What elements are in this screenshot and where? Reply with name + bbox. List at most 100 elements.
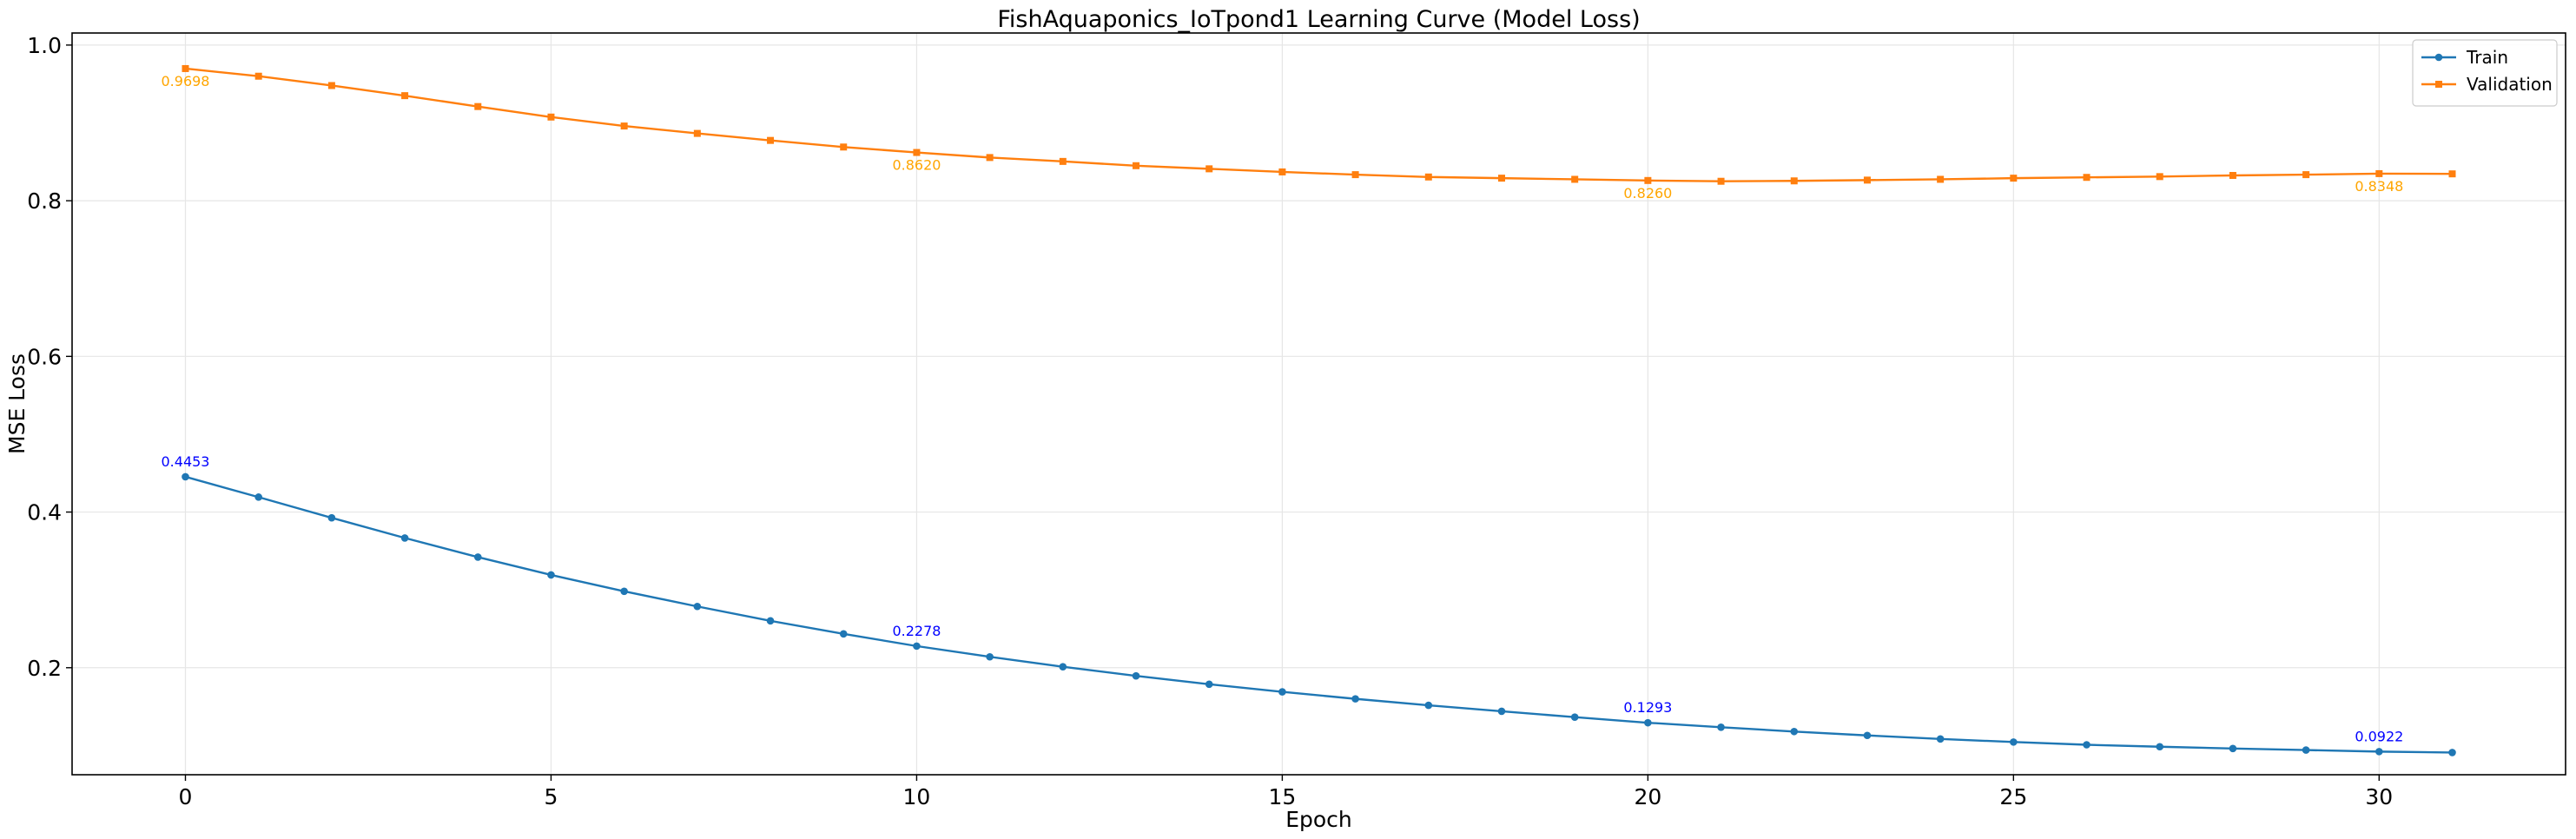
y-axis-label: MSE Loss (4, 353, 30, 454)
data-label: 0.2278 (892, 623, 941, 639)
validation-data-point (2156, 173, 2163, 181)
train-data-point (766, 617, 775, 625)
validation-data-point (2083, 174, 2091, 182)
x-tick-label: 0 (179, 784, 193, 809)
validation-data-point (767, 136, 775, 144)
validation-data-point (1205, 165, 1213, 173)
validation-data-point (1937, 175, 1945, 183)
x-axis-label: Epoch (1285, 807, 1352, 832)
x-tick-label: 5 (545, 784, 558, 809)
validation-data-point (986, 154, 994, 162)
train-data-point (1278, 688, 1286, 696)
plot-frame (71, 32, 2566, 776)
train-data-point (1644, 718, 1652, 727)
train-data-point (400, 534, 409, 542)
y-tick-label: 1.0 (27, 33, 62, 58)
train-data-point (1059, 663, 1067, 671)
validation-data-point (182, 64, 189, 72)
train-data-point (182, 472, 189, 481)
train-data-point (693, 602, 702, 611)
validation-data-point (1497, 175, 1505, 182)
train-data-point (327, 513, 336, 522)
y-tick-label: 0.6 (27, 344, 62, 369)
train-data-point (2229, 744, 2237, 753)
train-data-point (1132, 671, 1140, 680)
legend-train-marker (2434, 53, 2443, 62)
validation-data-point (1059, 157, 1067, 165)
train-data-point (2302, 746, 2310, 754)
train-data-point (1717, 723, 1725, 731)
train-series-line (185, 475, 2453, 754)
series-layer (182, 64, 2456, 756)
validation-data-point (1790, 177, 1798, 185)
data-label: 0.8260 (1623, 185, 1672, 201)
validation-data-point (1571, 175, 1579, 183)
train-data-point (1863, 731, 1872, 740)
validation-data-point (620, 122, 628, 130)
train-data-point (1936, 735, 1945, 743)
validation-data-point (1424, 173, 1432, 181)
validation-data-point (1351, 171, 1359, 179)
train-data-point (1790, 727, 1799, 736)
train-data-point (2010, 738, 2018, 746)
annotation-layer: 0.4453 0.2278 0.1293 0.0922 0.9698 0.8620 0.82… (162, 73, 2404, 744)
validation-data-point (474, 102, 482, 110)
train-data-point (254, 493, 262, 501)
train-data-point (2083, 741, 2091, 749)
data-label: 0.4453 (162, 453, 210, 470)
validation-data-point (693, 129, 701, 137)
validation-data-point (913, 149, 921, 156)
validation-data-point (2302, 171, 2310, 179)
data-label: 0.8620 (892, 157, 941, 174)
x-tick-label: 10 (903, 784, 931, 809)
train-data-point (1205, 680, 1213, 689)
y-tick-label: 0.4 (27, 500, 62, 525)
x-tick-label: 25 (1999, 784, 2027, 809)
train-data-point (2448, 749, 2456, 756)
train-data-point (620, 587, 628, 596)
validation-data-point (254, 72, 262, 80)
data-label: 0.9698 (162, 73, 210, 89)
legend: Train Validation (2412, 39, 2558, 107)
train-data-point (1424, 701, 1433, 710)
validation-data-point (1644, 176, 1652, 184)
validation-data-point (1278, 168, 1286, 175)
validation-data-point (1863, 176, 1871, 184)
train-data-point (473, 553, 482, 561)
validation-data-point (1717, 177, 1725, 185)
train-data-point (913, 642, 921, 651)
validation-data-point (2229, 171, 2236, 179)
ticks-layer: 0 5 10 15 20 25 30 0.2 0.4 0.6 0.8 1.0 (27, 33, 2393, 809)
chart-title: FishAquaponics_IoTpond1 Learning Curve (… (997, 6, 1640, 33)
validation-data-point (1133, 162, 1140, 169)
train-data-point (1497, 707, 1506, 716)
train-data-point (1351, 695, 1359, 703)
x-tick-label: 15 (1268, 784, 1296, 809)
validation-data-point (2010, 175, 2018, 182)
validation-series-line (185, 67, 2453, 182)
validation-data-point (401, 92, 409, 100)
validation-data-point (2448, 170, 2456, 178)
train-data-point (2156, 743, 2164, 751)
y-tick-label: 0.2 (27, 656, 62, 681)
train-data-point (986, 652, 994, 661)
validation-data-point (840, 143, 848, 151)
grid-layer (72, 33, 2566, 775)
validation-data-point (327, 82, 335, 89)
data-label: 0.1293 (1623, 699, 1672, 716)
data-label: 0.8348 (2355, 178, 2403, 195)
legend-validation-marker (2435, 81, 2442, 88)
y-tick-label: 0.8 (27, 188, 62, 214)
data-label: 0.0922 (2355, 728, 2403, 744)
validation-data-point (547, 113, 555, 121)
train-data-point (2375, 748, 2383, 756)
x-tick-label: 30 (2365, 784, 2393, 809)
x-tick-label: 20 (1634, 784, 1661, 809)
train-data-point (547, 571, 555, 579)
train-data-point (1570, 713, 1579, 721)
legend-validation-label: Validation (2467, 74, 2553, 95)
legend-train-label: Train (2466, 47, 2508, 68)
train-data-point (839, 630, 848, 638)
